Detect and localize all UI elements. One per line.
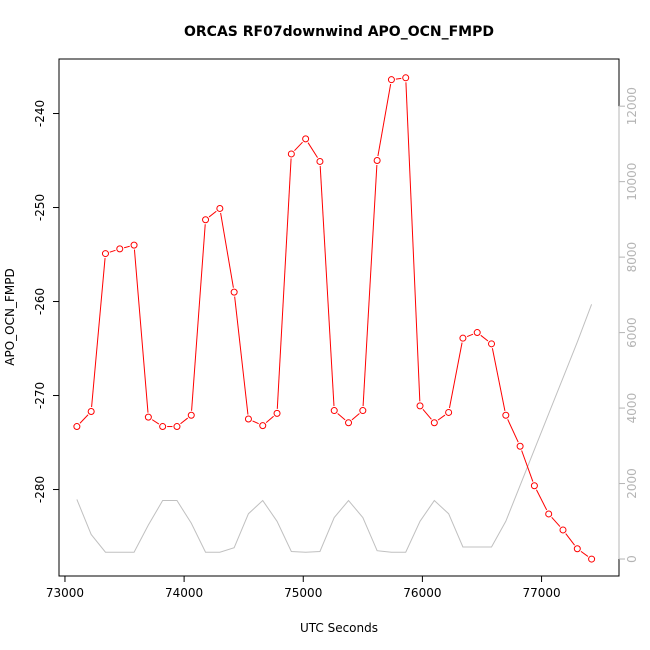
series-segment <box>405 82 421 402</box>
x-tick-label: 73000 <box>46 586 84 600</box>
series-segment <box>109 249 116 253</box>
series-segment <box>448 342 463 409</box>
series-segment <box>422 408 432 420</box>
data-point <box>116 245 124 253</box>
data-point <box>330 407 338 415</box>
data-point <box>130 241 138 249</box>
y2-tick-label: 6000 <box>625 317 639 348</box>
data-point <box>216 204 224 212</box>
data-point <box>345 419 353 427</box>
x-tick-label: 74000 <box>165 586 203 600</box>
series-segment <box>377 84 392 157</box>
series-segment <box>208 210 217 218</box>
y2-tick-label: 10000 <box>625 163 639 201</box>
series-segment <box>294 141 303 152</box>
series-segment <box>307 142 318 158</box>
data-point <box>244 415 252 423</box>
series-segment <box>535 489 548 511</box>
series-line-altitude <box>76 304 593 553</box>
data-point <box>402 74 410 82</box>
data-point <box>559 526 567 534</box>
series-segment <box>133 249 149 413</box>
series-segment <box>276 158 292 409</box>
series-segment <box>362 164 378 407</box>
series-segment <box>123 245 130 249</box>
data-point <box>530 482 538 490</box>
y2-tick-label: 8000 <box>625 242 639 273</box>
y-tick-label: -250 <box>33 194 47 221</box>
data-point <box>387 76 395 84</box>
data-point <box>302 135 310 143</box>
series-segment <box>319 165 335 407</box>
data-point <box>73 423 81 431</box>
series-segment <box>252 420 259 425</box>
series-segment <box>565 533 575 546</box>
data-point <box>273 409 281 417</box>
data-point <box>202 216 210 224</box>
data-point <box>373 157 381 165</box>
data-point <box>573 545 581 553</box>
series-segment <box>351 413 360 421</box>
data-point <box>230 288 238 296</box>
series-segment <box>551 516 561 527</box>
x-axis-label: UTC Seconds <box>300 621 378 635</box>
series-segment <box>180 417 189 425</box>
data-point <box>416 402 424 410</box>
series-segment <box>437 414 446 421</box>
data-point <box>187 411 195 419</box>
data-point <box>101 250 109 258</box>
series-segment <box>91 258 106 408</box>
data-point <box>502 411 510 419</box>
data-point <box>588 555 596 563</box>
y-tick-label: -260 <box>33 288 47 315</box>
series-segment <box>79 414 89 424</box>
series-segment <box>265 415 274 424</box>
series-segment <box>580 550 589 557</box>
series-segment <box>337 413 346 421</box>
data-point <box>516 442 524 450</box>
data-point <box>87 408 95 415</box>
series-segment <box>507 419 519 443</box>
series-segment <box>480 334 489 342</box>
x-tick-label: 76000 <box>403 586 441 600</box>
series-segment <box>234 296 249 415</box>
y2-tick-label: 4000 <box>625 393 639 424</box>
data-point <box>488 340 496 348</box>
axes-layer: 73000 74000 75000 76000 77000 -280 -270 -260 -25… <box>33 87 639 600</box>
x-tick-label: 77000 <box>522 586 560 600</box>
data-point <box>144 413 152 421</box>
y-tick-label: -280 <box>33 476 47 503</box>
y2-tick-label: 2000 <box>625 468 639 499</box>
data-point <box>159 423 167 431</box>
series-layer <box>73 74 596 563</box>
data-point <box>430 419 438 427</box>
y2-tick-label: 12000 <box>625 87 639 125</box>
y-tick-label: -270 <box>33 382 47 409</box>
series-segment <box>491 348 506 411</box>
chart-title: ORCAS RF07downwind APO_OCN_FMPD <box>184 24 494 40</box>
y-axis-label: APO_OCN_FMPD <box>3 268 17 365</box>
data-point <box>173 423 181 431</box>
series-segment <box>191 224 206 411</box>
data-point <box>445 408 453 416</box>
data-point <box>545 510 553 518</box>
data-point <box>459 334 467 342</box>
series-segment <box>220 212 234 288</box>
y-tick-label: -240 <box>33 100 47 127</box>
series-segment <box>151 419 160 425</box>
data-point <box>259 422 267 430</box>
y2-tick-label: 0 <box>625 555 639 563</box>
series-segment <box>466 333 474 337</box>
series-segment <box>395 77 402 80</box>
data-point <box>359 407 367 415</box>
data-point <box>473 329 481 337</box>
data-point <box>287 150 295 158</box>
series-segment <box>521 450 534 482</box>
data-point <box>316 157 324 165</box>
x-tick-label: 75000 <box>284 586 322 600</box>
